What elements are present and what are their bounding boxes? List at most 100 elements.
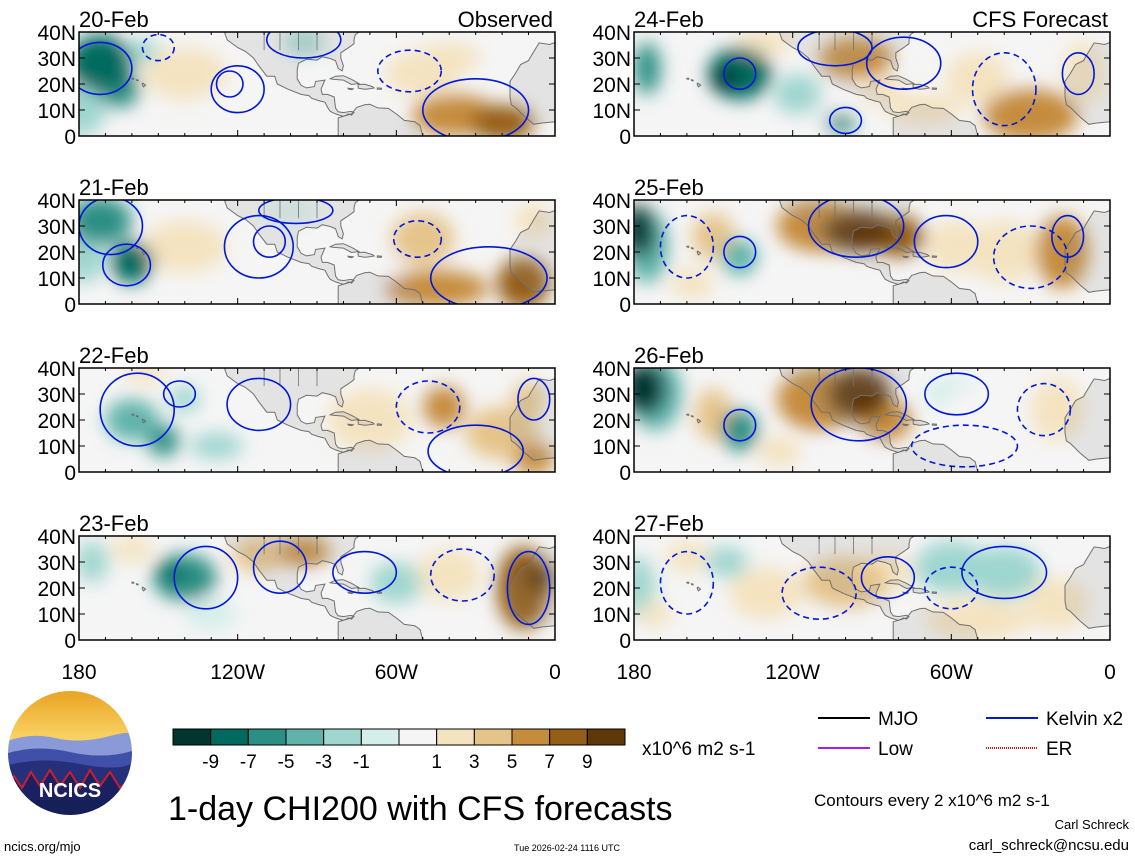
- lon-tick-label: 0: [1104, 661, 1116, 684]
- colorbar-label: 5: [507, 752, 518, 773]
- land-outline: [328, 411, 361, 422]
- land-outline: [328, 75, 361, 86]
- kelvin-contour-positive: [807, 200, 905, 258]
- land-outline: [312, 350, 354, 364]
- lat-tick-label: 20N: [592, 74, 631, 97]
- kelvin-contour-positive: [102, 243, 152, 287]
- anomaly-cell: [639, 601, 672, 627]
- lat-tick-label: 20N: [37, 578, 76, 601]
- land-outline: [931, 591, 937, 594]
- kelvin-contour-positive: [810, 368, 908, 442]
- anomaly-cell: [739, 32, 793, 56]
- lat-tick-label: 0: [619, 126, 631, 149]
- lon-tick-label: 120W: [765, 661, 820, 684]
- panel-24-Feb: 24-Feb CFS Forecast 40N 30N 20N 10N 0: [592, 7, 1111, 149]
- colorbar-label: -9: [202, 752, 219, 773]
- anomaly-cell: [391, 213, 455, 265]
- land-outline: [376, 87, 382, 90]
- land-outline: [141, 82, 147, 88]
- anomaly-cell: [940, 388, 1015, 441]
- kelvin-contour-positive: [517, 377, 551, 421]
- anomaly-cell: [813, 443, 878, 470]
- panel-ticks: [78, 199, 556, 305]
- lon-tick-label: 0: [549, 661, 561, 684]
- land-outline: [509, 41, 555, 125]
- kelvin-contour-positive: [258, 200, 334, 225]
- kelvin-contour-positive: [252, 225, 287, 259]
- anomaly-cell: [1025, 577, 1089, 630]
- kelvin-contour-positive: [723, 408, 757, 442]
- kelvin-contour-positive: [427, 424, 525, 472]
- anomaly-cell: [158, 562, 185, 583]
- anomaly-cell: [327, 388, 413, 452]
- anomaly-cell: [792, 603, 846, 635]
- colorbar: -9 -7 -5 -3 -1 1 3 5 7 9: [172, 728, 626, 773]
- kelvin-contour-negative: [429, 548, 495, 602]
- anomaly-cell: [147, 425, 180, 457]
- lat-tick-label: 40N: [592, 358, 631, 381]
- lat-tick-label: 30N: [592, 48, 631, 71]
- kelvin-contour-positive: [924, 372, 990, 416]
- lat-tick-label: 10N: [592, 268, 631, 291]
- lat-tick-label: 40N: [592, 190, 631, 213]
- anomaly-cell: [721, 239, 759, 276]
- land-outline: [312, 518, 354, 532]
- legend-label: Kelvin x2: [1046, 709, 1123, 730]
- anomaly-cell: [946, 52, 1010, 105]
- colorbar-label: -1: [353, 752, 370, 773]
- logo-text: NCICS: [39, 780, 101, 802]
- lat-tick-label: 20N: [37, 410, 76, 433]
- kelvin-contours: [723, 368, 1072, 468]
- colorbar-swatch: [511, 728, 551, 746]
- colorbar-label: -5: [278, 752, 295, 773]
- lat-tick-label: 30N: [592, 384, 631, 407]
- land-outline: [867, 182, 909, 196]
- land-outline: [696, 418, 702, 424]
- anomaly-cell: [227, 257, 302, 289]
- kelvin-contours: [659, 545, 1048, 621]
- kelvin-contours: [79, 32, 530, 136]
- anomaly-cell: [634, 205, 656, 258]
- kelvin-contour-positive: [226, 377, 292, 432]
- lat-tick-label: 20N: [37, 242, 76, 265]
- lat-tick-label: 0: [64, 462, 76, 485]
- land-outline: [328, 579, 361, 590]
- contour-note: Contours every 2 x10^6 m2 s-1: [814, 791, 1050, 810]
- kelvin-contour-positive: [79, 41, 133, 96]
- land-outline: [690, 415, 694, 418]
- anomaly-cell: [967, 220, 1042, 284]
- coastlines: [686, 32, 1110, 136]
- land-outline: [135, 583, 139, 586]
- panel-source-label: CFS Forecast: [972, 7, 1108, 32]
- kelvin-contour-negative: [659, 550, 715, 615]
- kelvin-contour-negative: [395, 380, 461, 434]
- land-outline: [357, 83, 376, 90]
- lat-tick-label: 20N: [592, 578, 631, 601]
- panel-date: 26-Feb: [634, 343, 704, 368]
- colorbar-label: -3: [315, 752, 332, 773]
- kelvin-contour-positive: [79, 200, 144, 256]
- lat-tick-label: 0: [64, 630, 76, 653]
- anomaly-cell: [634, 42, 661, 95]
- colorbar-label: 9: [582, 752, 593, 773]
- author-name: Carl Schreck: [1055, 817, 1130, 832]
- author-email[interactable]: carl_schreck@ncsu.edu: [969, 837, 1129, 854]
- lat-tick-label: 10N: [37, 268, 76, 291]
- colorbar-swatch: [586, 728, 626, 746]
- anomaly-cell: [634, 368, 666, 415]
- website-link[interactable]: ncics.org/mjo: [4, 839, 81, 854]
- kelvin-contour-positive: [99, 372, 176, 447]
- land-outline: [346, 255, 355, 259]
- kelvin-contour-positive: [723, 235, 757, 269]
- kelvin-contour-positive: [913, 214, 979, 269]
- kelvin-contour-negative: [910, 424, 1019, 468]
- land-outline: [686, 245, 690, 248]
- kelvin-contour-positive: [162, 380, 197, 408]
- lat-tick-label: 20N: [592, 242, 631, 265]
- land-outline: [883, 75, 916, 86]
- kelvin-contour-positive: [332, 550, 398, 595]
